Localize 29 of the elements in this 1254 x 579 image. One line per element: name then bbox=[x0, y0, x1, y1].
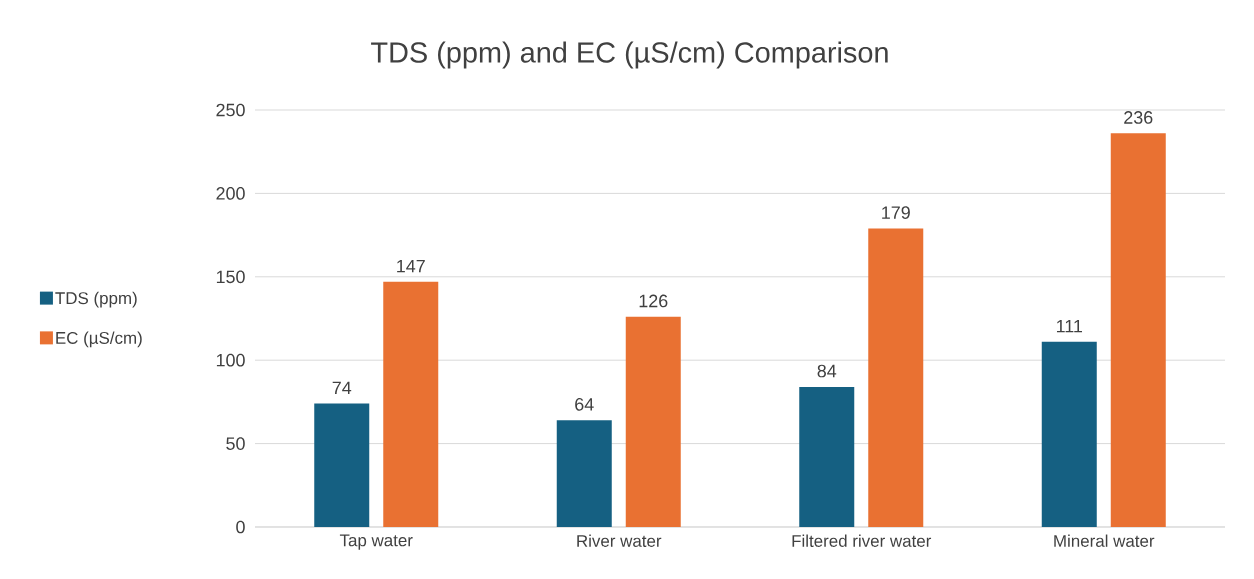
data-label: 111 bbox=[1056, 319, 1083, 333]
y-tick-label: 150 bbox=[216, 270, 245, 284]
data-label: 64 bbox=[575, 398, 594, 411]
data-label: 147 bbox=[397, 259, 425, 273]
bar bbox=[314, 403, 370, 527]
bar bbox=[868, 228, 924, 527]
bar bbox=[625, 316, 681, 527]
bar bbox=[556, 420, 612, 527]
y-tick-label: 250 bbox=[216, 103, 245, 117]
data-label: 179 bbox=[882, 206, 910, 219]
bar bbox=[383, 281, 439, 527]
y-tick-label: 50 bbox=[226, 437, 245, 450]
y-tick-label: 100 bbox=[216, 353, 245, 367]
bar bbox=[1041, 341, 1097, 527]
data-label: 126 bbox=[639, 294, 668, 308]
y-tick-label: 200 bbox=[216, 187, 245, 200]
x-tick-label: Mineral water bbox=[1054, 534, 1155, 547]
x-tick-label: Tap water bbox=[339, 534, 413, 550]
legend-label: EC (µS/cm) bbox=[56, 331, 142, 348]
data-label: 74 bbox=[332, 381, 352, 395]
bar bbox=[799, 386, 855, 527]
chart-title: TDS (ppm) and EC (µS/cm) Comparison bbox=[371, 41, 888, 69]
data-label: 84 bbox=[817, 364, 837, 378]
y-tick-label: 0 bbox=[236, 520, 245, 534]
bar bbox=[1110, 133, 1166, 527]
data-label: 236 bbox=[1124, 111, 1153, 124]
x-tick-label: Filtered river water bbox=[792, 534, 932, 547]
x-tick-label: River water bbox=[577, 534, 662, 547]
legend-label: TDS (ppm) bbox=[55, 291, 137, 308]
